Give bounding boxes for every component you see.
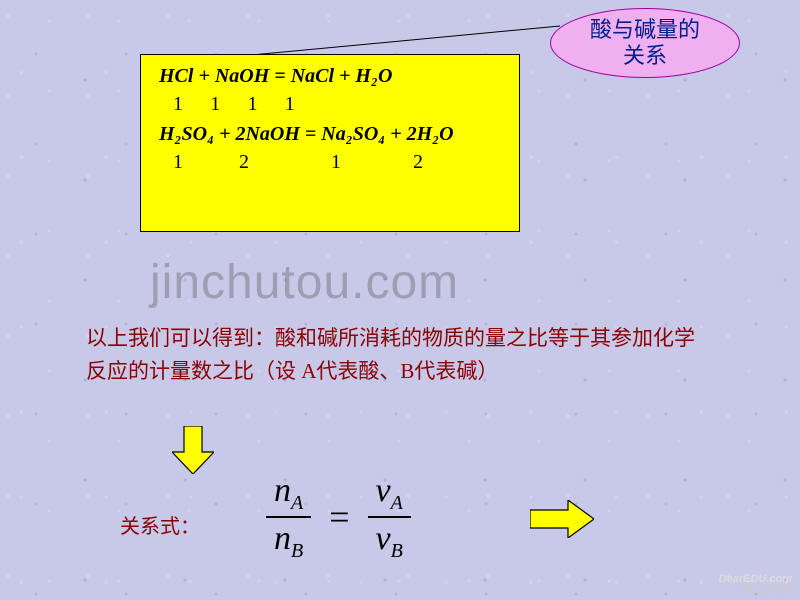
watermark-text: jinchutou.com: [150, 255, 459, 310]
sub-A2: A: [391, 492, 403, 514]
sym-nA: n: [274, 472, 291, 509]
equation-2: H₂SO₄ + 2NaOH = Na₂SO₄ + 2H₂O: [159, 123, 501, 145]
sym-nuB: ν: [376, 520, 391, 557]
arrow-down-icon: [172, 426, 214, 474]
coefficients-1: 1111: [159, 93, 501, 115]
source-logo: DearEDU.com 第二教育网: [719, 573, 792, 596]
logo-en: DearEDU.com: [719, 573, 792, 585]
formula: nA nB = νA νB: [260, 470, 417, 564]
sym-nB: n: [274, 520, 291, 557]
sub-B2: B: [391, 540, 403, 562]
bubble-text: 酸与碱量的 关系: [590, 17, 700, 70]
sym-nuA: ν: [376, 472, 391, 509]
sub-B1: B: [291, 540, 303, 562]
fraction-left: nA nB: [266, 470, 311, 564]
equation-1: HCl + NaOH = NaCl + H₂O: [159, 65, 501, 87]
arrow-right-icon: [530, 500, 594, 538]
equation-box: HCl + NaOH = NaCl + H₂O 1111 H₂SO₄ + 2Na…: [140, 54, 520, 232]
sub-A1: A: [291, 492, 303, 514]
equals-sign: =: [329, 496, 349, 538]
explanation-text: 以上我们可以得到：酸和碱所消耗的物质的量之比等于其参加化学反应的计量数之比（设 …: [86, 322, 706, 387]
fraction-right: νA νB: [368, 470, 411, 564]
logo-cn: 第二教育网: [719, 585, 792, 596]
coefficients-2: 1212: [159, 151, 501, 173]
speech-bubble: 酸与碱量的 关系: [550, 8, 740, 78]
relation-label: 关系式：: [120, 510, 200, 539]
